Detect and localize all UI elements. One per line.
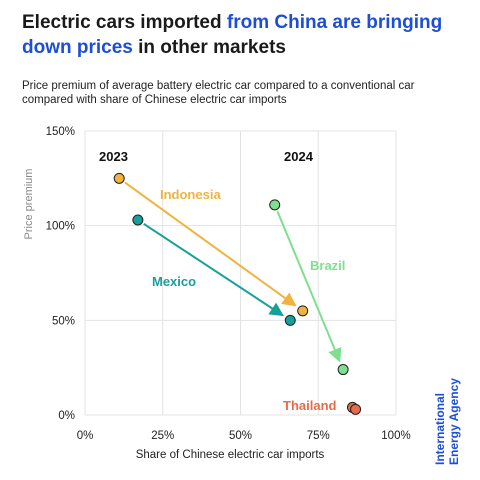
- x-tick-label: 50%: [229, 430, 252, 442]
- y-tick-label: 0%: [58, 410, 75, 422]
- title-part-2: in other markets: [132, 37, 286, 58]
- chart-title: Electric cars imported from China are br…: [22, 10, 462, 60]
- series-indonesia: Indonesia: [113, 172, 309, 317]
- series-label: Thailand: [283, 398, 337, 413]
- year-label-2024: 2024: [284, 149, 314, 164]
- series-brazil: Brazil: [269, 199, 349, 376]
- title-highlight: from China are bringing down prices: [22, 12, 443, 58]
- series-label: Indonesia: [160, 187, 221, 202]
- x-tick-label: 0%: [77, 430, 94, 442]
- point-2023: [269, 199, 281, 211]
- point-2023: [113, 172, 125, 184]
- y-tick-label: 100%: [46, 221, 75, 233]
- svg-text:International: International: [433, 393, 447, 465]
- point-2024: [297, 305, 309, 317]
- series-mexico: Mexico: [132, 214, 296, 326]
- series-thailand: Thailand: [283, 398, 362, 415]
- y-axis-label: Price premium: [23, 169, 35, 240]
- series-arrow: [276, 210, 342, 363]
- y-tick-label: 50%: [52, 315, 75, 327]
- x-tick-label: 75%: [307, 430, 330, 442]
- series-label: Brazil: [310, 258, 345, 273]
- year-label-2023: 2023: [99, 149, 128, 164]
- axis-ticks: 0% 25% 50% 75% 100% 0% 50% 100% 150%: [46, 126, 411, 442]
- series-layer: Indonesia Mexico Brazil Thailand: [113, 172, 362, 415]
- x-tick-label: 100%: [381, 430, 410, 442]
- grid: [84, 130, 397, 416]
- title-part-1: Electric cars imported: [22, 12, 227, 33]
- point-2024: [284, 314, 296, 326]
- point-2024: [350, 403, 362, 415]
- y-tick-label: 150%: [46, 126, 75, 138]
- chart-subtitle: Price premium of average battery electri…: [22, 80, 415, 106]
- iea-logo: International Energy Agency: [433, 378, 461, 465]
- point-2023: [132, 214, 144, 226]
- x-tick-label: 25%: [151, 430, 174, 442]
- series-arrow: [143, 223, 284, 317]
- series-label: Mexico: [152, 274, 196, 289]
- point-2024: [337, 364, 349, 376]
- series-arrow: [124, 181, 297, 307]
- x-axis-label: Share of Chinese electric car imports: [136, 449, 325, 461]
- svg-text:Energy Agency: Energy Agency: [447, 378, 461, 465]
